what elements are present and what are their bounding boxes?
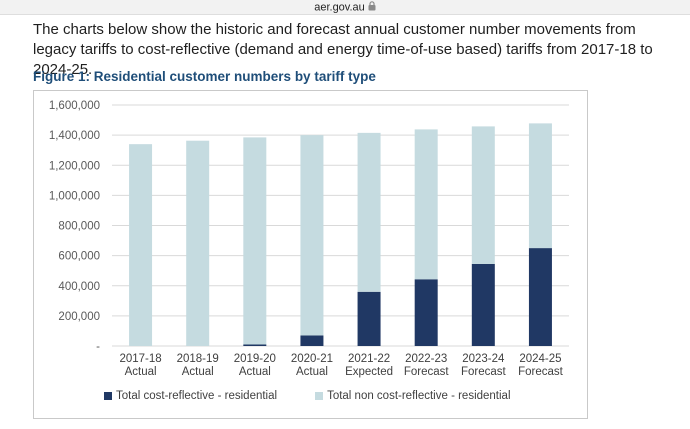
bar-non-cost-reflective <box>414 129 438 280</box>
bar-cost-reflective <box>300 335 324 346</box>
legend-item-non-cost-reflective: Total non cost-reflective - residential <box>315 390 511 402</box>
url-display[interactable]: aer.gov.au <box>0 1 690 14</box>
x-tick-label: Actual <box>296 366 328 378</box>
y-tick-label: 400,000 <box>58 281 100 293</box>
bar-non-cost-reflective <box>357 132 381 292</box>
bar-non-cost-reflective <box>186 140 210 346</box>
bar-cost-reflective <box>471 263 495 346</box>
bar-cost-reflective <box>357 291 381 346</box>
x-tick-label: Expected <box>345 366 393 378</box>
y-tick-label: 1,000,000 <box>49 190 100 202</box>
y-tick-label: 1,600,000 <box>49 100 100 112</box>
bar-cost-reflective <box>243 344 267 346</box>
x-tick-label: 2024-25 <box>519 353 561 365</box>
y-tick-label: 600,000 <box>58 251 100 263</box>
x-tick-label: 2022-23 <box>405 353 447 365</box>
legend-label-cost-reflective: Total cost-reflective - residential <box>116 390 278 402</box>
bar-cost-reflective <box>528 248 552 346</box>
browser-address-bar[interactable]: aer.gov.au <box>0 0 690 15</box>
stacked-bar-chart: - 200,000 400,000 600,000 800,000 1,000,000 1,… <box>49 100 569 378</box>
bar-cost-reflective <box>414 279 438 346</box>
x-tick-label: Actual <box>239 366 271 378</box>
x-tick-label: Forecast <box>518 366 564 378</box>
bar-non-cost-reflective <box>300 135 324 336</box>
y-tick-label: - <box>96 341 100 353</box>
lock-icon <box>368 1 376 14</box>
figure-title: Figure 1: Residential customer numbers b… <box>33 69 376 84</box>
x-tick-label: 2017-18 <box>119 353 161 365</box>
x-tick-label: 2020-21 <box>291 353 333 365</box>
x-tick-label: 2021-22 <box>348 353 390 365</box>
x-tick-label: Forecast <box>461 366 507 378</box>
y-tick-label: 1,400,000 <box>49 130 100 142</box>
x-tick-label: Forecast <box>404 366 450 378</box>
x-tick-label: Actual <box>182 366 214 378</box>
y-tick-label: 800,000 <box>58 221 100 233</box>
legend-swatch-cost-reflective <box>104 392 112 400</box>
legend-label-non-cost-reflective: Total non cost-reflective - residential <box>327 390 511 402</box>
bar-non-cost-reflective <box>528 123 552 249</box>
chart-legend: Total cost-reflective - residential Tota… <box>104 390 511 402</box>
x-tick-label: 2019-20 <box>234 353 276 365</box>
legend-item-cost-reflective: Total cost-reflective - residential <box>104 390 277 402</box>
x-tick-label: 2023-24 <box>462 353 505 365</box>
y-tick-label: 1,200,000 <box>49 160 100 172</box>
bar-non-cost-reflective <box>471 126 495 264</box>
bar-non-cost-reflective <box>129 144 153 346</box>
chart-container: - 200,000 400,000 600,000 800,000 1,000,000 1,… <box>33 90 588 419</box>
x-tick-label: 2018-19 <box>177 353 219 365</box>
url-text: aer.gov.au <box>314 1 365 14</box>
y-tick-label: 200,000 <box>58 311 100 323</box>
x-tick-label: Actual <box>125 366 157 378</box>
bar-non-cost-reflective <box>243 137 267 345</box>
intro-paragraph: The charts below show the historic and f… <box>33 21 653 78</box>
legend-swatch-non-cost-reflective <box>315 392 324 400</box>
